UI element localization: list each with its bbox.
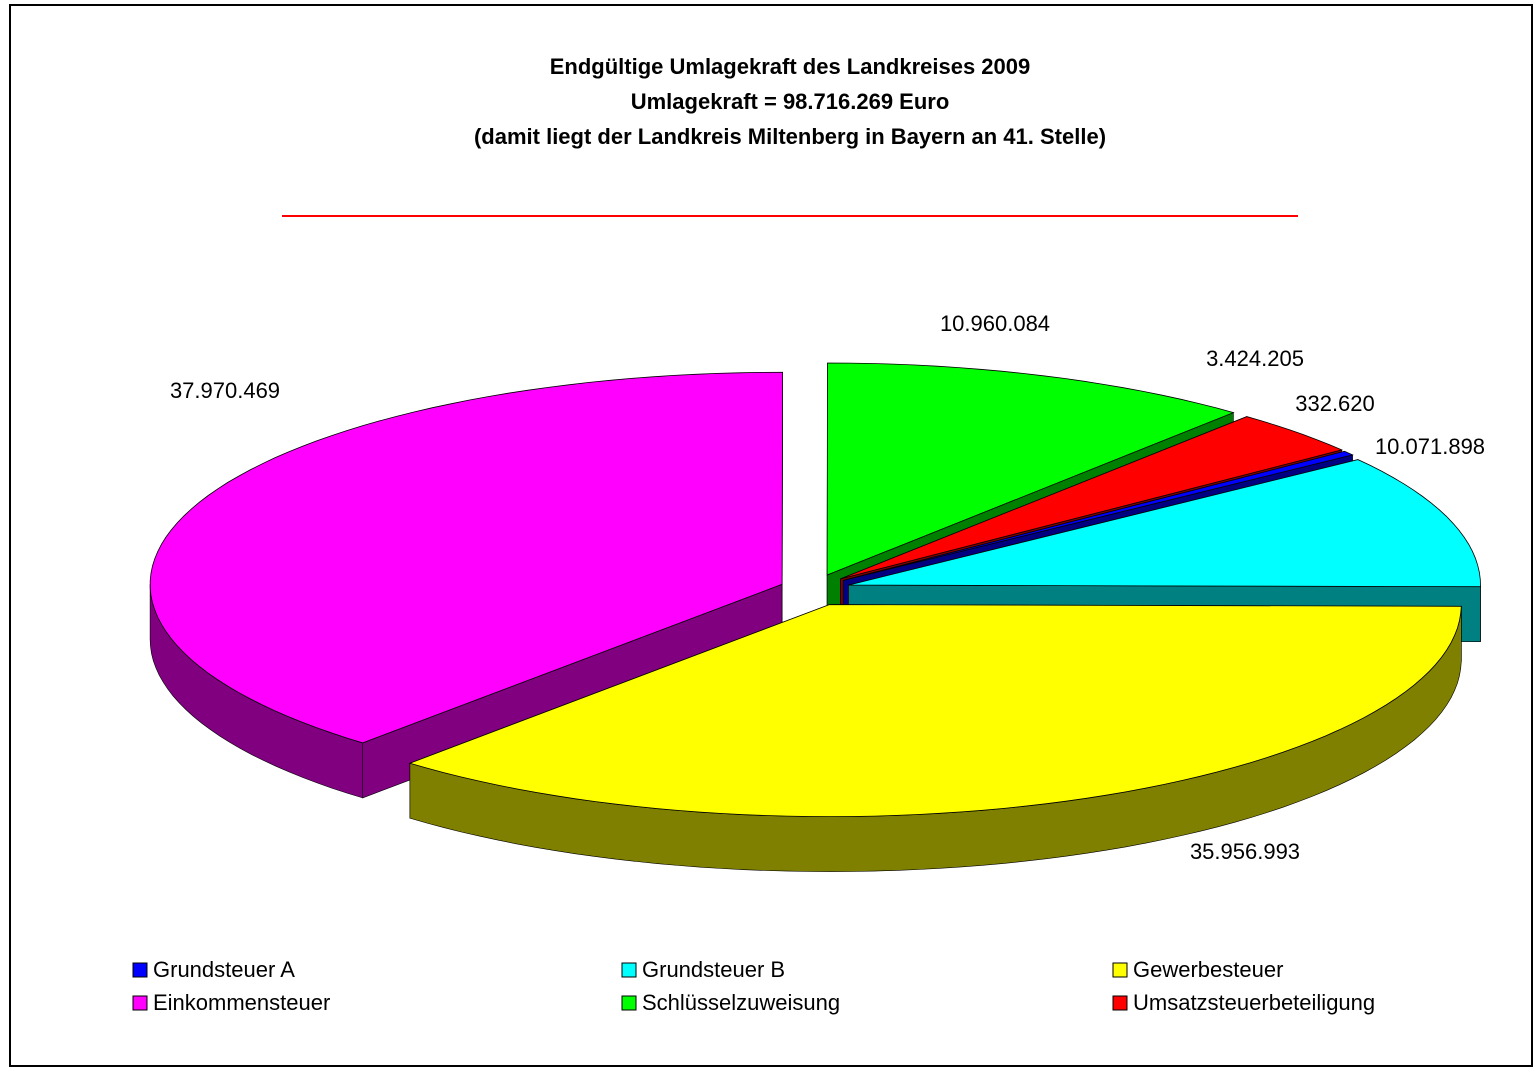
data-label: 37.970.469 bbox=[170, 378, 280, 403]
slice bbox=[826, 362, 1235, 576]
legend-label: Grundsteuer B bbox=[642, 957, 785, 982]
chart-title: Umlagekraft = 98.716.269 Euro bbox=[631, 89, 950, 114]
data-label: 10.960.084 bbox=[940, 311, 1050, 336]
slice bbox=[848, 459, 1481, 588]
chart-title: Endgültige Umlagekraft des Landkreises 2… bbox=[550, 54, 1031, 79]
legend-label: Gewerbesteuer bbox=[1133, 957, 1283, 982]
legend-swatch bbox=[1112, 962, 1128, 978]
chart-title: (damit liegt der Landkreis Miltenberg in… bbox=[474, 124, 1106, 149]
data-label: 332.620 bbox=[1295, 391, 1375, 416]
slice bbox=[408, 604, 1462, 818]
slice bbox=[840, 416, 1344, 580]
data-label: 35.956.993 bbox=[1190, 839, 1300, 864]
legend-swatch bbox=[132, 962, 148, 978]
slice bbox=[843, 450, 1354, 581]
legend-swatch bbox=[132, 995, 148, 1011]
data-label: 3.424.205 bbox=[1206, 346, 1304, 371]
slice bbox=[149, 371, 784, 744]
legend-label: Einkommensteuer bbox=[153, 990, 330, 1015]
data-label: 10.071.898 bbox=[1375, 434, 1485, 459]
legend-swatch bbox=[1112, 995, 1128, 1011]
legend-label: Schlüsselzuweisung bbox=[642, 990, 840, 1015]
legend-swatch bbox=[621, 995, 637, 1011]
pie-tops bbox=[149, 362, 1481, 818]
legend-label: Umsatzsteuerbeteiligung bbox=[1133, 990, 1375, 1015]
legend-swatch bbox=[621, 962, 637, 978]
legend-label: Grundsteuer A bbox=[153, 957, 295, 982]
